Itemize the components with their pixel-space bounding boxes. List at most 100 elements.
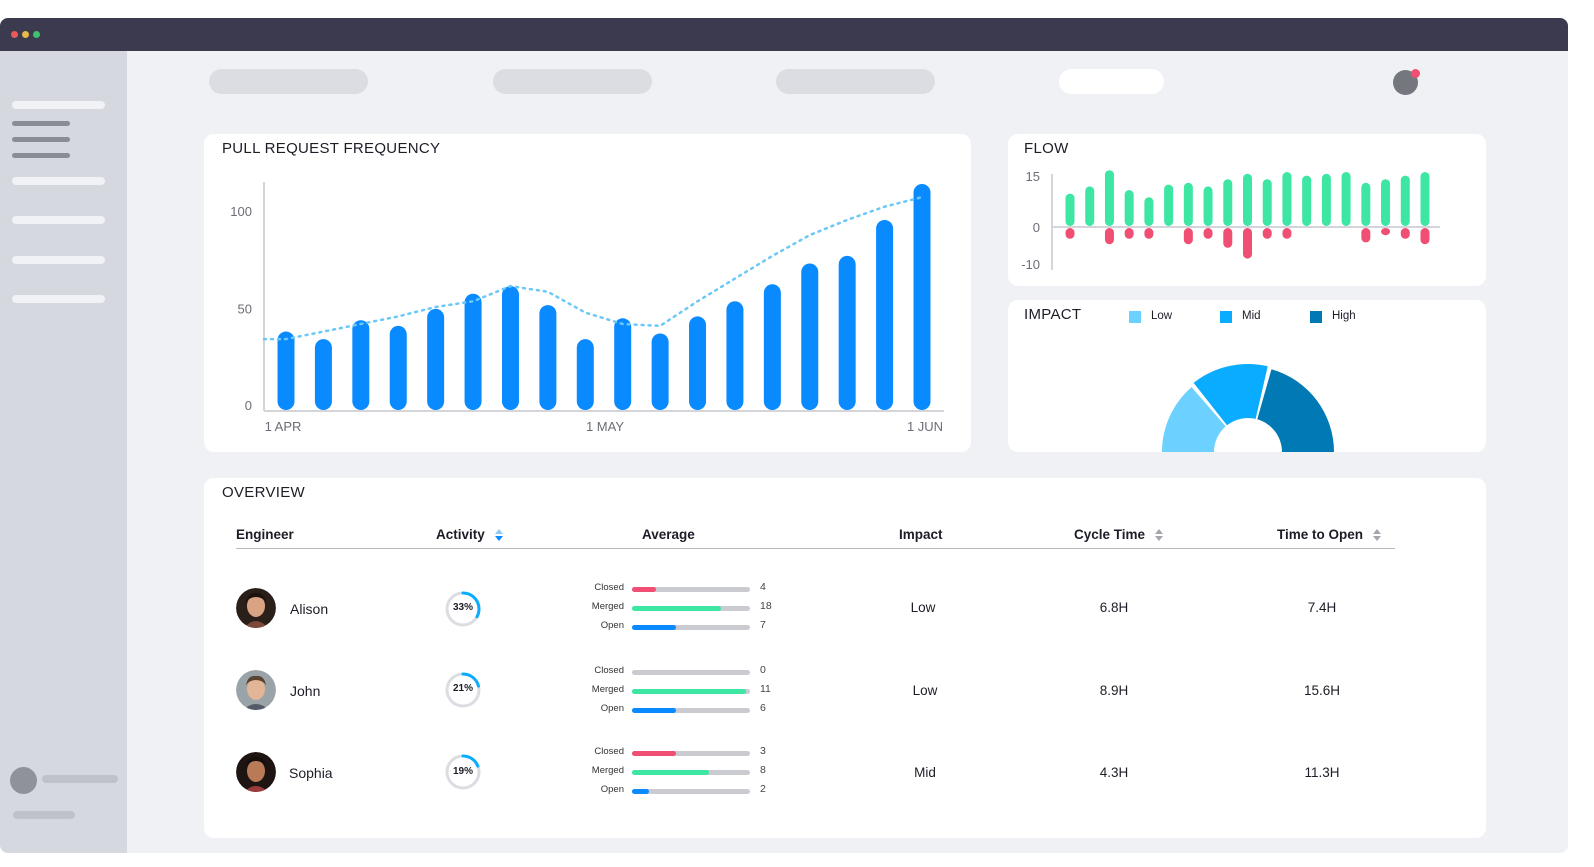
column-header-impact: Impact xyxy=(899,527,943,542)
closed-count: 3 xyxy=(760,745,766,757)
x-tick-label: 1 MAY xyxy=(586,419,624,434)
flow-card: FLOW 15 0 -10 xyxy=(1008,134,1486,286)
impact-card: IMPACT Low Mid High xyxy=(1008,300,1486,452)
closed-count: 4 xyxy=(760,581,766,593)
open-count: 6 xyxy=(760,702,766,714)
app-window: PULL REQUEST FREQUENCY 0 50 100 1 APR 1 MAY 1… xyxy=(0,18,1568,853)
nav-tab-active-placeholder[interactable] xyxy=(1059,69,1164,94)
open-bar xyxy=(632,789,750,794)
minimize-window-dot[interactable] xyxy=(22,31,29,38)
nav-tab-placeholder[interactable] xyxy=(209,69,368,94)
bar xyxy=(539,305,557,410)
open-count: 2 xyxy=(760,783,766,795)
positive-bar xyxy=(1381,179,1391,226)
avatar xyxy=(236,752,276,792)
maximize-window-dot[interactable] xyxy=(33,31,40,38)
bar xyxy=(501,286,519,410)
impact-value: Mid xyxy=(914,765,936,780)
avg-label-merged: Merged xyxy=(591,765,624,776)
merged-bar xyxy=(632,606,750,611)
avg-label-open: Open xyxy=(600,620,624,631)
bar xyxy=(726,301,744,410)
avg-label-closed: Closed xyxy=(594,746,624,757)
y-tick-label: 100 xyxy=(230,204,252,219)
ring-progress xyxy=(445,754,481,790)
ring-progress xyxy=(445,591,481,627)
sort-icon[interactable] xyxy=(494,528,503,542)
negative-bar xyxy=(1183,228,1193,245)
avg-label-open: Open xyxy=(600,784,624,795)
avatar xyxy=(236,588,276,628)
column-header-time-to-open[interactable]: Time to Open xyxy=(1277,527,1381,542)
positive-bar xyxy=(1203,186,1213,226)
sort-icon[interactable] xyxy=(1154,528,1163,542)
engineer-name: Alison xyxy=(290,601,329,617)
positive-bar xyxy=(1243,173,1252,226)
cycle-time-value: 6.8H xyxy=(1099,600,1129,615)
avg-label-merged: Merged xyxy=(591,684,624,695)
sidebar-menu-icon[interactable] xyxy=(12,120,72,160)
close-window-dot[interactable] xyxy=(11,31,18,38)
column-header-activity[interactable]: Activity xyxy=(436,527,503,542)
positive-bar xyxy=(1400,175,1410,226)
sidebar-item-placeholder[interactable] xyxy=(12,295,105,303)
negative-bar xyxy=(1124,228,1134,239)
negative-bar xyxy=(1243,228,1252,259)
sidebar-item-placeholder[interactable] xyxy=(12,177,105,185)
impact-value: Low xyxy=(912,683,938,698)
positive-bar xyxy=(1341,172,1351,226)
flow-chart: 15 0 -10 xyxy=(1021,169,1440,272)
bar xyxy=(389,325,407,410)
sidebar-item-placeholder[interactable] xyxy=(12,101,105,109)
profile-avatar[interactable] xyxy=(1393,69,1420,95)
activity-progress-ring xyxy=(445,754,481,790)
gauge-segment-high xyxy=(1257,369,1334,452)
table-row[interactable]: Sophia 19% Closed 3 Merged 8 Open 2 Mid … xyxy=(204,740,1486,810)
positive-bar xyxy=(1104,170,1114,226)
negative-bar xyxy=(1104,228,1114,245)
bar xyxy=(913,184,931,410)
sidebar-item-placeholder[interactable] xyxy=(12,216,105,224)
positive-bar xyxy=(1420,172,1430,226)
sort-icon[interactable] xyxy=(1372,528,1381,542)
sidebar-item-placeholder[interactable] xyxy=(12,256,105,264)
notification-badge xyxy=(1411,69,1420,78)
y-tick-label: 50 xyxy=(238,301,252,316)
sidebar-footer-placeholder[interactable] xyxy=(13,811,75,819)
merged-bar xyxy=(632,770,750,775)
negative-bar xyxy=(1361,228,1371,243)
table-row[interactable]: Alison 33% Closed 4 Merged 18 Open 7 Low… xyxy=(204,576,1486,646)
y-tick-label: 0 xyxy=(1033,220,1040,235)
closed-bar xyxy=(632,587,750,592)
closed-bar xyxy=(632,751,750,756)
time-to-open-value: 7.4H xyxy=(1307,600,1337,615)
flow-title: FLOW xyxy=(1024,140,1069,157)
time-to-open-value: 11.3H xyxy=(1304,765,1340,780)
header-divider xyxy=(236,548,1395,549)
impact-value: Low xyxy=(910,600,936,615)
column-header-engineer: Engineer xyxy=(236,527,294,542)
nav-tab-placeholder[interactable] xyxy=(493,69,652,94)
column-header-average: Average xyxy=(642,527,695,542)
bar xyxy=(876,219,894,410)
closed-bar xyxy=(632,670,750,675)
avg-label-open: Open xyxy=(600,703,624,714)
positive-bar xyxy=(1223,179,1233,226)
positive-bar xyxy=(1124,190,1134,226)
column-header-cycle-time[interactable]: Cycle Time xyxy=(1074,527,1163,542)
engineer-name: John xyxy=(290,683,321,699)
y-tick-label: -10 xyxy=(1021,257,1040,272)
avg-label-closed: Closed xyxy=(594,665,624,676)
negative-bar xyxy=(1203,228,1213,239)
overview-card: OVERVIEW Engineer Activity Average Impac… xyxy=(204,478,1486,838)
negative-bar xyxy=(1223,228,1233,248)
user-avatar-placeholder[interactable] xyxy=(10,767,37,794)
user-name-placeholder xyxy=(42,775,118,783)
table-row[interactable]: John 21% Closed 0 Merged 11 Open 6 Low 8… xyxy=(204,659,1486,729)
nav-tab-placeholder[interactable] xyxy=(776,69,935,94)
bar xyxy=(576,339,594,410)
bar xyxy=(763,284,781,410)
bar xyxy=(651,333,669,410)
negative-bar xyxy=(1144,228,1154,239)
negative-bar xyxy=(1400,228,1410,239)
